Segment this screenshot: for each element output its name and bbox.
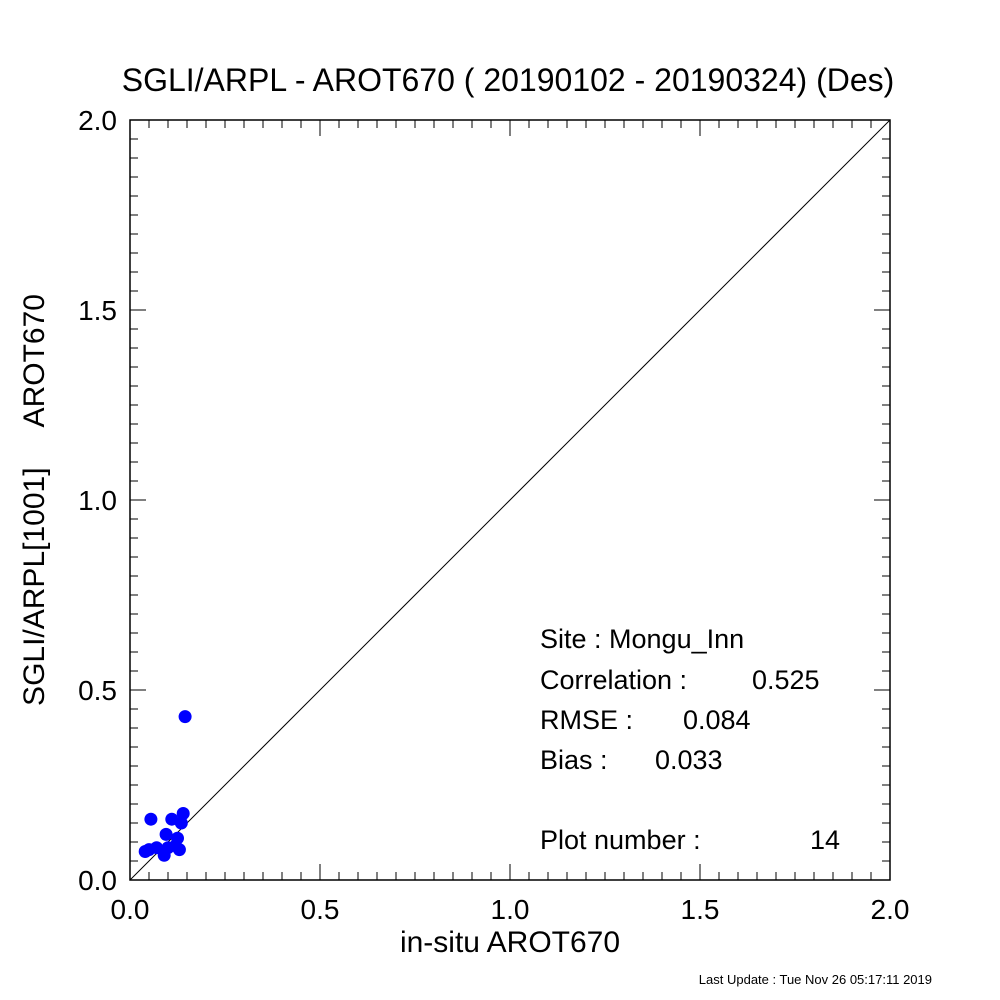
y-tick-label: 2.0 [78, 105, 117, 136]
data-point [178, 710, 192, 724]
stat-rmse-value: 0.084 [683, 705, 751, 735]
one-to-one-line [129, 119, 891, 881]
x-tick-label: 0.0 [111, 894, 150, 925]
stats-panel: Site : Mongu_Inn Correlation : 0.525 RMS… [540, 624, 840, 855]
x-tick-labels: 0.0 0.5 1.0 1.5 2.0 [111, 894, 910, 925]
data-point [159, 827, 173, 841]
x-tick-label: 1.0 [491, 894, 530, 925]
chart-title: SGLI/ARPL - AROT670 ( 20190102 - 2019032… [122, 62, 895, 98]
stat-correlation-value: 0.525 [752, 665, 820, 695]
stat-site: Site : Mongu_Inn [540, 624, 744, 654]
x-axis-label: in-situ AROT670 [400, 926, 620, 959]
y-tick-label: 0.5 [78, 675, 117, 706]
data-point [171, 831, 184, 845]
x-tick-label: 0.5 [301, 894, 340, 925]
data-points [138, 710, 192, 862]
y-tick-label: 1.0 [78, 485, 117, 516]
stat-correlation-label: Correlation : [540, 665, 687, 695]
x-tick-label: 2.0 [871, 894, 910, 925]
data-point [172, 843, 186, 857]
stat-bias-label: Bias : [540, 745, 608, 775]
y-tick-label: 0.0 [78, 865, 117, 896]
x-tick-label: 1.5 [681, 894, 720, 925]
stat-rmse-label: RMSE : [540, 705, 633, 735]
last-update-footer: Last Update : Tue Nov 26 05:17:11 2019 [699, 972, 932, 987]
stat-bias-value: 0.033 [655, 745, 723, 775]
stat-plot-number-value: 14 [810, 825, 840, 855]
stat-plot-number-label: Plot number : [540, 825, 701, 855]
y-axis-label: SGLI/ARPL[1001] AROT670 [18, 294, 51, 706]
data-point [161, 841, 175, 855]
data-point [176, 807, 190, 820]
tick-marks [129, 119, 891, 881]
data-point [144, 812, 158, 826]
y-tick-label: 1.5 [78, 295, 117, 326]
y-tick-labels: 0.0 0.5 1.0 1.5 2.0 [78, 105, 117, 896]
